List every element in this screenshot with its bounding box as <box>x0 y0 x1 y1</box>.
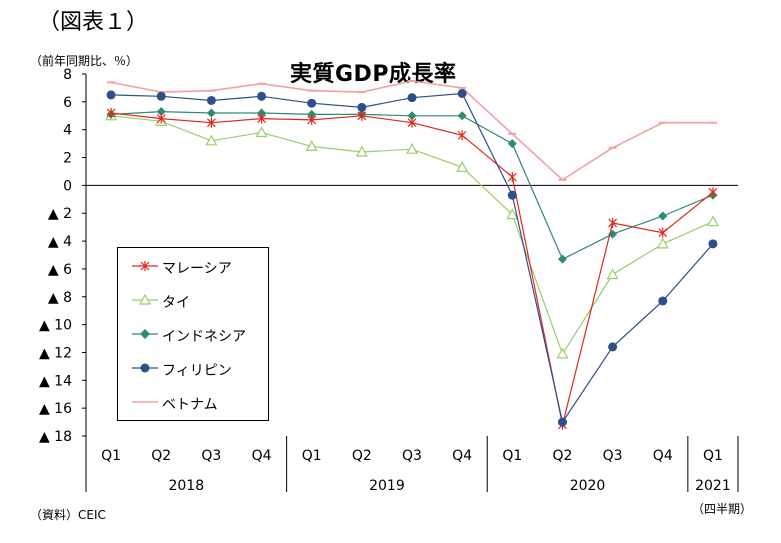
data-point <box>456 161 469 172</box>
y-tick-label: ▲ 16 <box>39 401 72 417</box>
data-point <box>557 254 567 264</box>
legend-swatch-philippines <box>132 363 158 373</box>
x-tick-label: Q4 <box>452 448 472 464</box>
data-point <box>708 239 718 249</box>
legend: マレーシア タイ インドネシア フィリピン ベトナム <box>117 247 269 421</box>
legend-label-indonesia: インドネシア <box>162 329 246 345</box>
data-point <box>405 142 419 154</box>
x-tick-label: Q3 <box>603 448 623 464</box>
y-tick-label: ▲ 12 <box>39 345 72 361</box>
legend-label-malaysia: マレーシア <box>162 261 232 277</box>
source-note: （資料）CEIC <box>30 508 106 522</box>
period-note: （四半期） <box>692 502 753 516</box>
x-tick-label: Q4 <box>252 448 272 464</box>
y-tick-label: 4 <box>63 123 72 139</box>
x-tick-label: Q3 <box>402 448 422 464</box>
y-tick-label: 6 <box>63 95 72 111</box>
data-point <box>556 347 569 359</box>
y-tick-label: 8 <box>63 67 72 83</box>
data-point <box>658 296 668 306</box>
data-point <box>407 111 417 121</box>
x-tick-label: Q1 <box>101 448 121 464</box>
data-point <box>206 108 216 118</box>
data-point <box>706 215 719 227</box>
legend-label-vietnam: ベトナム <box>162 397 218 413</box>
y-tick-label: ▲ 10 <box>39 318 72 334</box>
y-tick-label: ▲ 4 <box>48 234 72 250</box>
legend-label-philippines: フィリピン <box>162 363 232 379</box>
data-point <box>307 109 317 119</box>
data-point <box>255 126 268 138</box>
x-tick-label: Q1 <box>703 448 723 464</box>
data-point <box>257 108 267 118</box>
x-tick-label: Q1 <box>302 448 322 464</box>
y-tick-label: ▲ 6 <box>48 262 72 278</box>
x-tick-label: Q2 <box>151 448 171 464</box>
y-tick-label: ▲ 2 <box>48 206 72 222</box>
legend-swatch-malaysia <box>132 261 158 271</box>
y-tick-label: 2 <box>63 151 72 167</box>
legend-item-indonesia: インドネシア <box>118 322 268 346</box>
data-point <box>206 95 216 105</box>
x-tick-label: Q2 <box>352 448 372 464</box>
data-point <box>257 91 267 101</box>
data-point <box>156 91 166 101</box>
legend-swatch-thailand <box>132 294 158 305</box>
y-tick-label: 0 <box>63 178 72 194</box>
data-point <box>156 107 166 117</box>
data-point <box>355 145 368 157</box>
x-tick-label: Q1 <box>502 448 522 464</box>
data-point <box>305 140 318 151</box>
data-point <box>307 98 317 108</box>
data-point <box>656 237 669 249</box>
legend-item-thailand: タイ <box>118 288 268 312</box>
data-point <box>557 417 567 427</box>
year-label: 2020 <box>570 478 606 494</box>
legend-item-philippines: フィリピン <box>118 356 268 380</box>
data-point <box>658 211 668 221</box>
figure-label: （図表１） <box>38 10 149 35</box>
data-point <box>457 88 467 98</box>
data-point <box>357 102 367 112</box>
legend-item-malaysia: マレーシア <box>118 254 268 278</box>
x-tick-label: Q3 <box>201 448 221 464</box>
x-tick-label: Q4 <box>653 448 673 464</box>
data-point <box>205 134 218 146</box>
x-tick-label: Q2 <box>552 448 572 464</box>
data-point <box>506 208 519 220</box>
legend-label-thailand: タイ <box>162 295 190 311</box>
y-tick-label: ▲ 18 <box>39 429 72 445</box>
legend-swatch-vietnam <box>132 401 158 403</box>
data-point <box>457 111 467 121</box>
year-label: 2019 <box>369 478 405 494</box>
data-point <box>608 342 618 352</box>
y-tick-label: ▲ 14 <box>39 373 72 389</box>
legend-swatch-indonesia <box>132 329 158 339</box>
year-label: 2018 <box>168 478 204 494</box>
legend-item-vietnam: ベトナム <box>118 390 268 414</box>
data-point <box>407 93 417 103</box>
data-point <box>507 190 517 200</box>
year-label: 2021 <box>695 478 731 494</box>
y-tick-label: ▲ 8 <box>48 290 72 306</box>
data-point <box>106 90 116 100</box>
data-point <box>606 268 619 280</box>
data-point <box>507 139 517 149</box>
y-axis-unit-label: （前年同期比、％） <box>30 54 139 68</box>
